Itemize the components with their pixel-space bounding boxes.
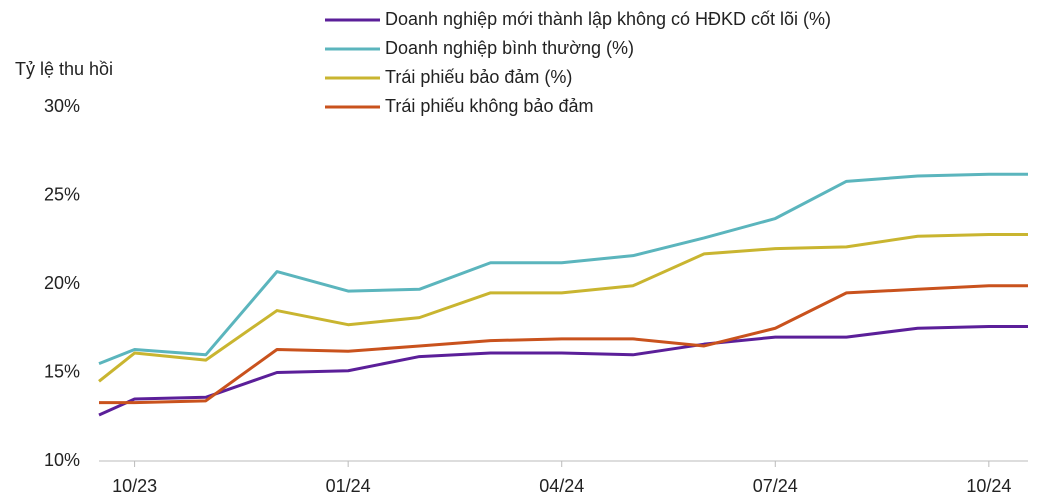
x-tick-label: 10/24 <box>966 476 1011 495</box>
x-tick-label: 07/24 <box>753 476 798 495</box>
legend-label: Doanh nghiệp mới thành lập không có HĐKD… <box>385 9 831 29</box>
y-tick-label: 20% <box>44 273 80 293</box>
series-line <box>99 284 1028 405</box>
x-tick-label: 01/24 <box>326 476 371 495</box>
legend-label: Trái phiếu không bảo đảm <box>385 96 593 116</box>
y-tick-label: 15% <box>44 361 80 381</box>
series-line <box>98 232 1028 383</box>
series-line <box>98 172 1028 366</box>
x-tick-label: 04/24 <box>539 476 584 495</box>
y-axis-label: Tỷ lệ thu hồi <box>15 59 113 79</box>
y-tick-label: 25% <box>44 184 80 204</box>
legend-label: Doanh nghiệp bình thường (%) <box>385 38 634 58</box>
legend-label: Trái phiếu bảo đảm (%) <box>385 67 572 87</box>
y-tick-label: 30% <box>44 96 80 116</box>
x-tick-label: 10/23 <box>112 476 157 495</box>
series-line <box>98 324 1028 417</box>
y-tick-label: 10% <box>44 450 80 470</box>
